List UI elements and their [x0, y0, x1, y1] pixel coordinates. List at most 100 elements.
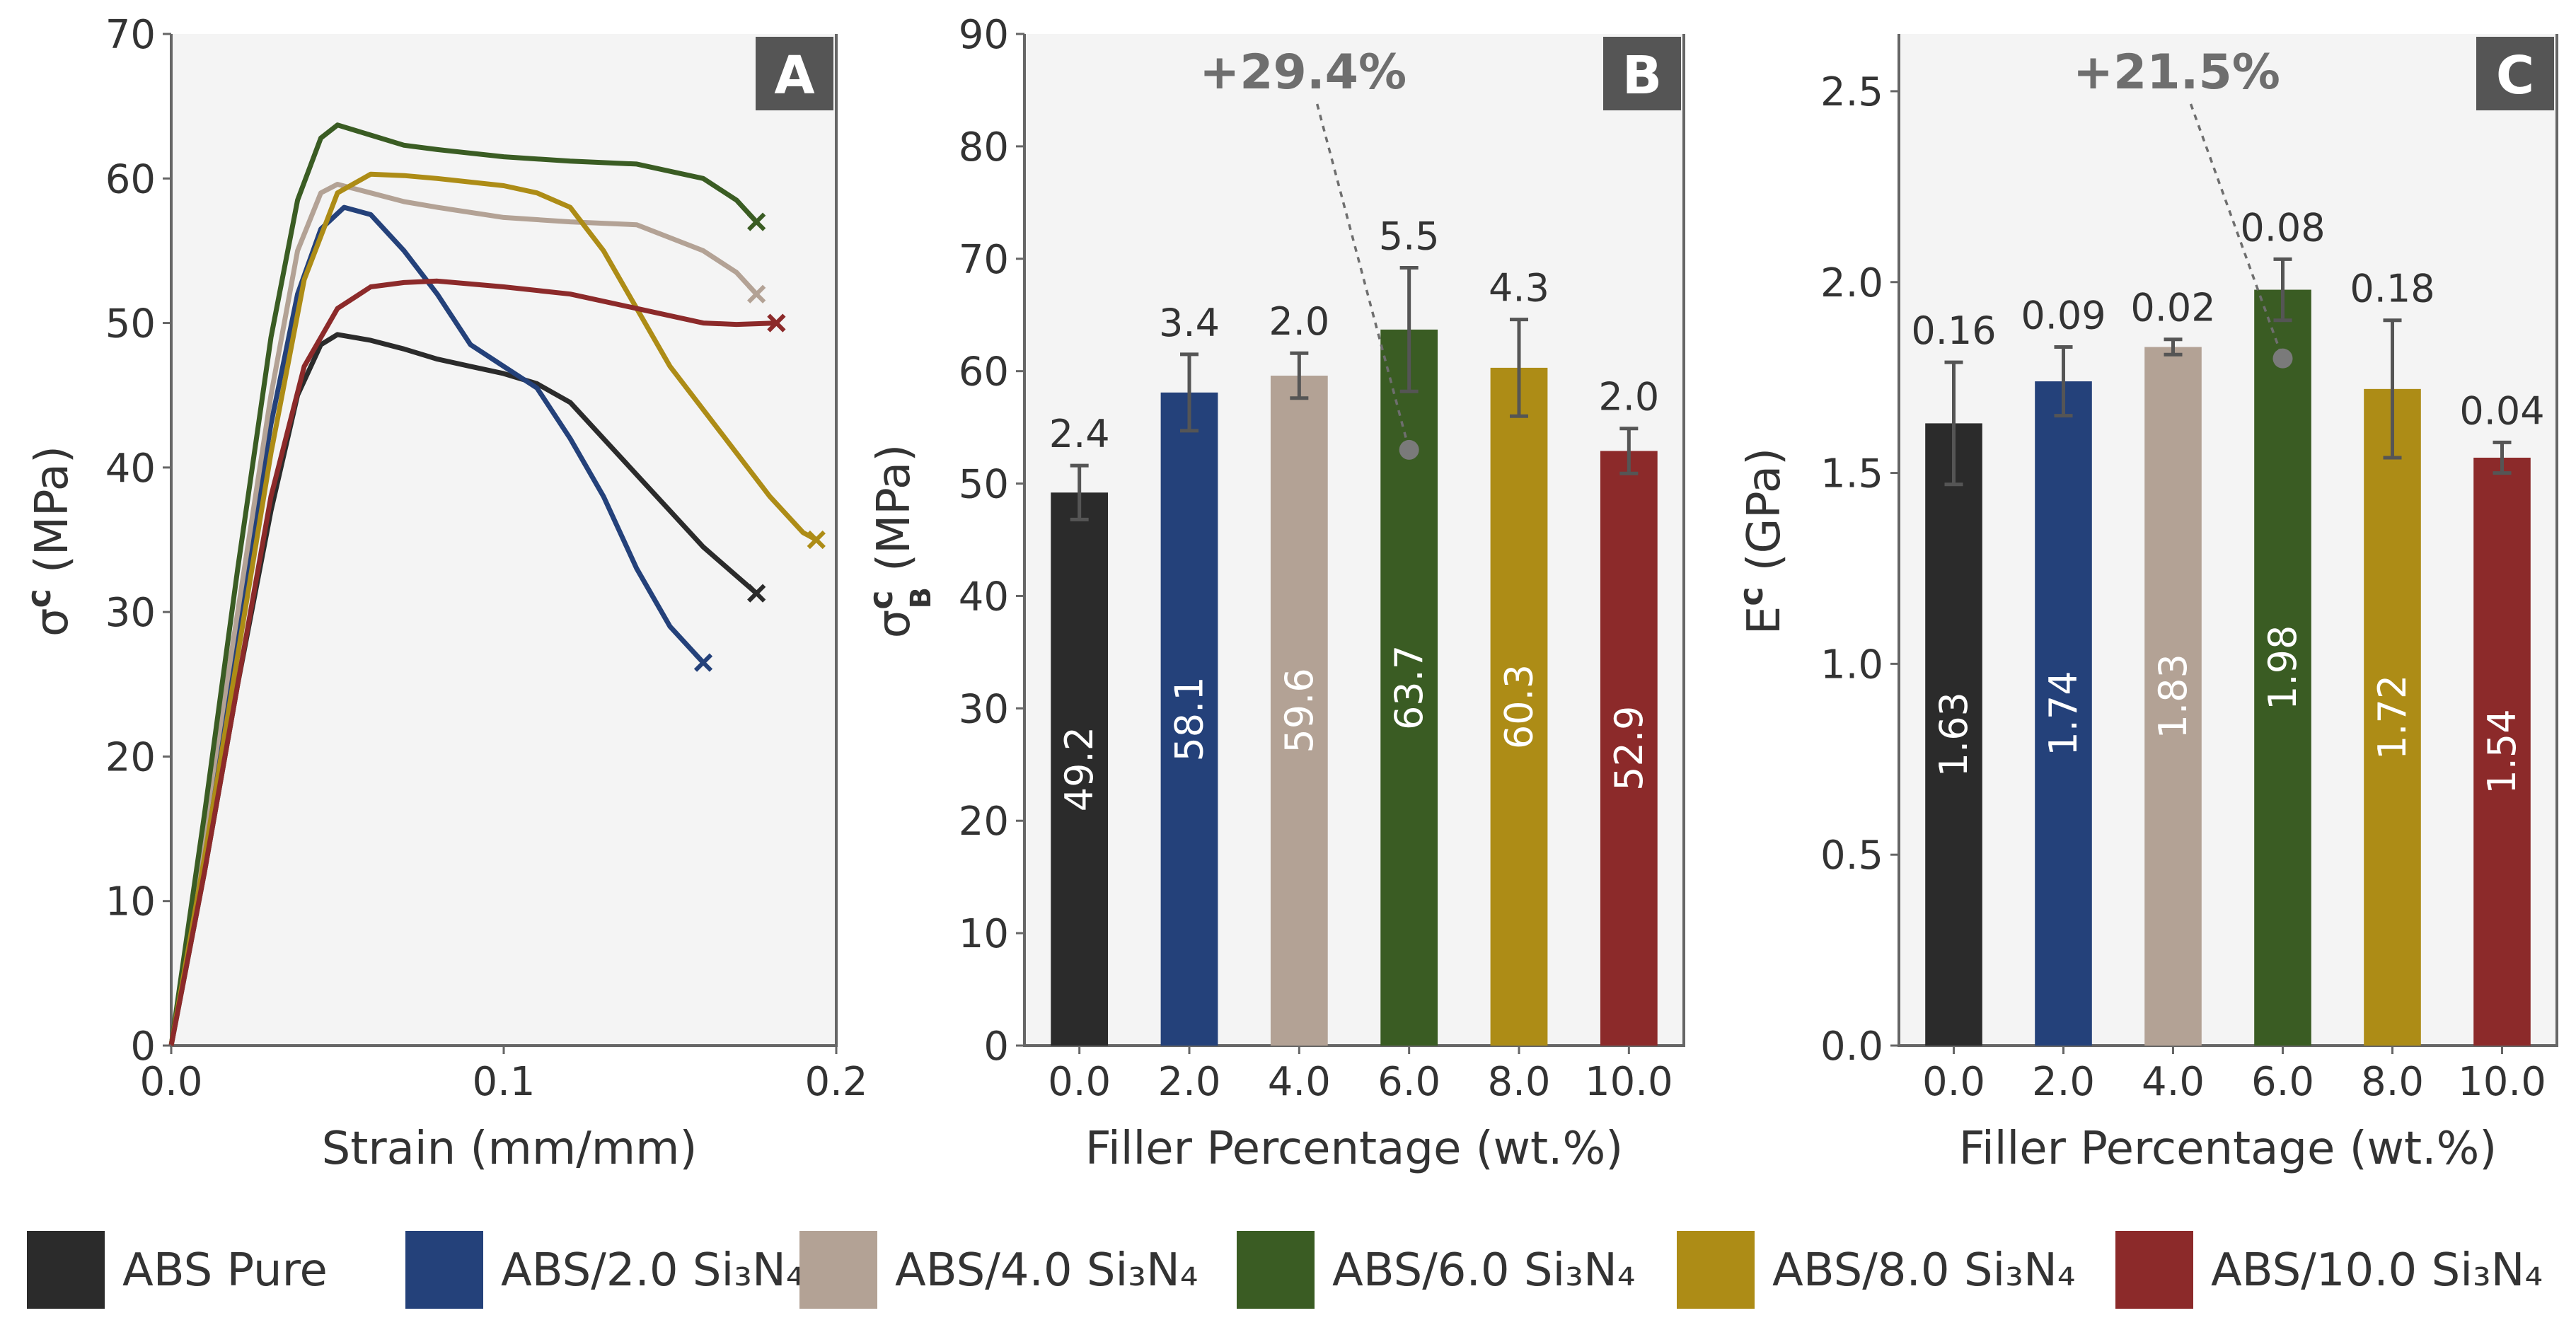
panel-c-ylabel: Ec (GPa) [1732, 448, 1791, 635]
panel-c-ytick-label: 0.5 [1820, 833, 1883, 879]
panel-c-xtick-label: 2.0 [2032, 1059, 2095, 1105]
panel-b-error-label: 3.4 [1159, 301, 1220, 345]
panel-a-ytick-label: 60 [105, 156, 156, 202]
panel-b-ylabel-superscript: c [862, 590, 900, 609]
panel-c-error-label: 0.09 [2021, 293, 2106, 337]
panel-c-value-label: 1.72 [2370, 675, 2415, 760]
panel-b-bar [1270, 376, 1328, 1046]
panel-b-ytick-label: 20 [959, 799, 1009, 845]
panel-b-xtick-label: 10.0 [1585, 1059, 1673, 1105]
panel-b-ylabel-symbol: σ [868, 610, 920, 639]
legend-label: ABS Pure [122, 1244, 328, 1297]
panel-a-series-line [168, 122, 758, 1046]
panel-c-value-label: 1.74 [2041, 671, 2086, 756]
panel-c-ytick-label: 2.0 [1820, 260, 1883, 306]
panel-c-error-label: 0.08 [2240, 205, 2325, 250]
panel-b-value-label: 59.6 [1277, 668, 1322, 753]
panel-c-xtick-label: 6.0 [2251, 1059, 2314, 1105]
panel-c-plot-area [1899, 34, 2557, 1046]
legend-swatch [799, 1231, 877, 1309]
panel-c-xtick-label: 10.0 [2458, 1059, 2546, 1105]
panel-b-annotation-leader [1315, 103, 1411, 451]
panel-a-plot-area [171, 34, 836, 1046]
panel-c-ytick-label: 1.0 [1820, 642, 1883, 688]
panel-a-ytick-label: 40 [105, 446, 156, 492]
legend-swatch [405, 1231, 483, 1309]
panel-b-bar [1490, 367, 1548, 1046]
panel-c-ylabel-superscript: c [1732, 586, 1770, 606]
panel-b-annotation-text: +29.4% [1199, 45, 1407, 100]
panel-c-ytick-label: 1.5 [1820, 451, 1883, 497]
panel-a-fracture-marker [747, 284, 766, 303]
panel-b-ytick-label: 90 [959, 12, 1009, 58]
panel-c-value-label: 1.63 [1931, 692, 1976, 777]
panel-a-fracture-marker [747, 212, 766, 231]
panel-a-series-line [168, 278, 777, 1046]
panel-a-ytick-label: 70 [105, 12, 156, 58]
panel-a-badge-label: A [774, 45, 814, 106]
legend-swatch [27, 1231, 105, 1309]
legend-swatch [1237, 1231, 1315, 1309]
panel-c-xlabel: Filler Percentage (wt.%) [1959, 1123, 2497, 1175]
panel-b-error-label: 4.3 [1489, 266, 1549, 311]
panel-a-xtick-label: 0.1 [472, 1059, 535, 1105]
panel-b-error-label: 2.0 [1598, 375, 1659, 420]
panel-b-error-label: 2.0 [1269, 299, 1329, 344]
panel-c-value-label: 1.54 [2480, 709, 2524, 794]
panel-b-xtick-label: 8.0 [1487, 1059, 1550, 1105]
panel-b-ylabel: σc B (MPa) [862, 444, 937, 638]
legend: ABS Pure ABS/2.0 Si₃N₄ ABS/4.0 Si₃N₄ ABS/6.… [27, 1231, 2543, 1309]
panel-b-bar [1051, 492, 1109, 1046]
panel-b-bar [1160, 392, 1218, 1046]
panel-b-bar [1600, 451, 1658, 1046]
panel-a-ylabel: σc (MPa) [20, 446, 79, 637]
panel-a-series-line [168, 171, 818, 1046]
panel-c-error-label: 0.02 [2130, 286, 2215, 330]
panel-a-stress-strain: 0 10 20 30 40 50 60 70 0.0 0.1 0.2 A Strain (mm/m… [20, 12, 868, 1175]
panel-a-ylabel-symbol: σ [26, 608, 79, 637]
legend-swatch [2115, 1231, 2193, 1309]
legend-label: ABS/2.0 Si₃N₄ [501, 1244, 804, 1297]
panel-b-badge [1603, 37, 1681, 110]
panel-b-plot-area [1024, 34, 1684, 1046]
legend-label: ABS/10.0 Si₃N₄ [2211, 1244, 2543, 1297]
panel-a-xtick-label: 0.0 [139, 1059, 202, 1105]
panel-b-value-label: 58.1 [1167, 676, 1212, 761]
panel-c-xtick-label: 0.0 [1922, 1059, 1985, 1105]
panel-c-ytick-label: 0.0 [1820, 1024, 1883, 1070]
panel-b-xtick-label: 0.0 [1048, 1059, 1111, 1105]
panel-b-ytick-label: 60 [959, 349, 1009, 395]
panel-a-ytick-label: 50 [105, 301, 156, 347]
panel-c-xtick-label: 8.0 [2361, 1059, 2424, 1105]
panel-c-error-label: 0.16 [1911, 308, 1996, 353]
panel-b-ytick-label: 40 [959, 574, 1009, 620]
panel-a-fracture-marker [767, 313, 786, 332]
panel-a-ylabel-superscript: c [20, 589, 58, 608]
panel-b-badge-label: B [1622, 45, 1662, 106]
panel-a-ytick-label: 10 [105, 879, 156, 925]
panel-c-xtick-label: 4.0 [2142, 1059, 2205, 1105]
panel-b-error-label: 2.4 [1049, 412, 1110, 456]
panel-b-ytick-label: 0 [983, 1024, 1009, 1070]
panel-a-ytick-label: 20 [105, 734, 156, 780]
panel-c-ylabel-symbol: E [1738, 606, 1791, 635]
panel-b-ylabel-subscript: B [905, 587, 937, 609]
panel-c-bar [2473, 457, 2531, 1046]
panel-b-xlabel: Filler Percentage (wt.%) [1085, 1123, 1623, 1175]
panel-b-axes [1023, 34, 1685, 1047]
panel-b-xtick-label: 6.0 [1377, 1059, 1440, 1105]
panel-a-fracture-marker [693, 653, 713, 672]
panel-b-value-label: 52.9 [1607, 706, 1651, 791]
legend-label: ABS/4.0 Si₃N₄ [895, 1244, 1198, 1297]
panel-c-value-label: 1.98 [2260, 625, 2305, 710]
legend-label: ABS/6.0 Si₃N₄ [1332, 1244, 1635, 1297]
panel-c-bar [2364, 388, 2421, 1046]
panel-c-ytick-label: 2.5 [1820, 69, 1883, 115]
panel-c-modulus-bars: 0.16 1.63 0.09 1.74 0.02 1.83 0.08 1.98 0.18 1.72… [1732, 34, 2558, 1175]
panel-a-series-line [168, 182, 758, 1046]
panel-c-bar [2254, 289, 2311, 1046]
panel-b-ytick-label: 10 [959, 911, 1009, 957]
legend-label: ABS/8.0 Si₃N₄ [1772, 1244, 2075, 1297]
panel-c-bar [2144, 347, 2202, 1046]
